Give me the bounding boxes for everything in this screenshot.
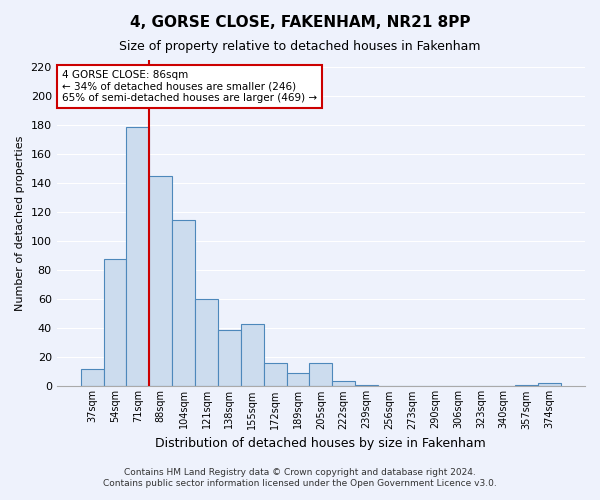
Y-axis label: Number of detached properties: Number of detached properties <box>15 136 25 311</box>
Bar <box>241 324 263 386</box>
Bar <box>127 126 149 386</box>
Bar <box>332 380 355 386</box>
X-axis label: Distribution of detached houses by size in Fakenham: Distribution of detached houses by size … <box>155 437 486 450</box>
Bar <box>355 385 378 386</box>
Bar <box>195 300 218 386</box>
Bar <box>515 385 538 386</box>
Bar <box>80 369 104 386</box>
Text: 4, GORSE CLOSE, FAKENHAM, NR21 8PP: 4, GORSE CLOSE, FAKENHAM, NR21 8PP <box>130 15 470 30</box>
Bar <box>172 220 195 386</box>
Bar <box>310 363 332 386</box>
Bar <box>104 258 127 386</box>
Bar <box>287 374 310 386</box>
Bar <box>263 363 287 386</box>
Text: Contains HM Land Registry data © Crown copyright and database right 2024.
Contai: Contains HM Land Registry data © Crown c… <box>103 468 497 487</box>
Text: 4 GORSE CLOSE: 86sqm
← 34% of detached houses are smaller (246)
65% of semi-deta: 4 GORSE CLOSE: 86sqm ← 34% of detached h… <box>62 70 317 103</box>
Bar <box>538 384 561 386</box>
Text: Size of property relative to detached houses in Fakenham: Size of property relative to detached ho… <box>119 40 481 53</box>
Bar <box>218 330 241 386</box>
Bar <box>149 176 172 386</box>
